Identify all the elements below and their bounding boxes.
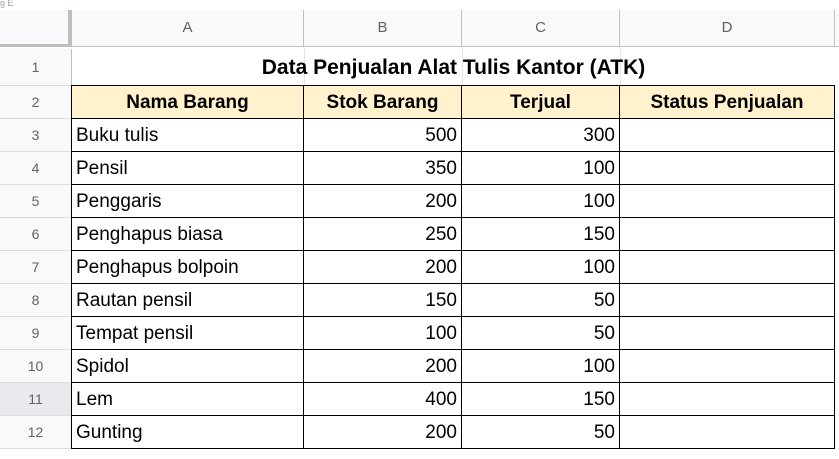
row-header-12[interactable]: 12 <box>0 416 72 449</box>
cell-b8[interactable]: 150 <box>304 284 462 317</box>
cell-c5[interactable]: 100 <box>462 185 620 218</box>
cell-d10[interactable] <box>620 350 835 383</box>
column-header-c[interactable]: C <box>462 10 620 46</box>
row-header-10[interactable]: 10 <box>0 350 72 383</box>
row-header-2[interactable]: 2 <box>0 86 72 119</box>
cell-b11[interactable]: 400 <box>304 383 462 416</box>
cell-b6[interactable]: 250 <box>304 218 462 251</box>
table-left-border <box>71 85 72 449</box>
row-header-8[interactable]: 8 <box>0 284 72 317</box>
cell-a3[interactable]: Buku tulis <box>72 119 304 152</box>
gridline <box>620 49 621 85</box>
cell-a6[interactable]: Penghapus biasa <box>72 218 304 251</box>
cell-d12[interactable] <box>620 416 835 449</box>
gridline <box>462 49 463 85</box>
cell-c7[interactable]: 100 <box>462 251 620 284</box>
cell-a10[interactable]: Spidol <box>72 350 304 383</box>
cell-a4[interactable]: Pensil <box>72 152 304 185</box>
cell-b4[interactable]: 350 <box>304 152 462 185</box>
cell-d11[interactable] <box>620 383 835 416</box>
cell-d4[interactable] <box>620 152 835 185</box>
gridline <box>304 49 305 85</box>
column-title-4[interactable]: Status Penjualan <box>620 86 835 119</box>
column-title-3[interactable]: Terjual <box>462 86 620 119</box>
cell-c11[interactable]: 150 <box>462 383 620 416</box>
cell-a7[interactable]: Penghapus bolpoin <box>72 251 304 284</box>
cell-c3[interactable]: 300 <box>462 119 620 152</box>
cell-b9[interactable]: 100 <box>304 317 462 350</box>
cell-d3[interactable] <box>620 119 835 152</box>
table-top-border <box>72 85 834 86</box>
cell-d6[interactable] <box>620 218 835 251</box>
column-title-1[interactable]: Nama Barang <box>72 86 304 119</box>
cell-d7[interactable] <box>620 251 835 284</box>
select-all-corner[interactable] <box>0 10 72 47</box>
cell-a5[interactable]: Penggaris <box>72 185 304 218</box>
toolbar-remnant: g Е <box>0 0 839 10</box>
cell-c6[interactable]: 150 <box>462 218 620 251</box>
row-header-5[interactable]: 5 <box>0 185 72 218</box>
row-header-9[interactable]: 9 <box>0 317 72 350</box>
cell-c12[interactable]: 50 <box>462 416 620 449</box>
cell-a8[interactable]: Rautan pensil <box>72 284 304 317</box>
cell-d8[interactable] <box>620 284 835 317</box>
row-header-11[interactable]: 11 <box>0 383 72 416</box>
row-header-7[interactable]: 7 <box>0 251 72 284</box>
cell-c8[interactable]: 50 <box>462 284 620 317</box>
column-header-b[interactable]: B <box>304 10 462 46</box>
cell-c4[interactable]: 100 <box>462 152 620 185</box>
cell-b12[interactable]: 200 <box>304 416 462 449</box>
cell-d5[interactable] <box>620 185 835 218</box>
column-header-a[interactable]: A <box>72 10 304 46</box>
row-header-1[interactable]: 1 <box>0 49 72 86</box>
cell-a9[interactable]: Tempat pensil <box>72 317 304 350</box>
cell-a11[interactable]: Lem <box>72 383 304 416</box>
column-header-d[interactable]: D <box>620 10 835 46</box>
sheet-title[interactable]: Data Penjualan Alat Tulis Kantor (ATK) <box>72 49 835 86</box>
column-header-bar <box>0 10 839 47</box>
cell-c10[interactable]: 100 <box>462 350 620 383</box>
cell-b3[interactable]: 500 <box>304 119 462 152</box>
cell-b7[interactable]: 200 <box>304 251 462 284</box>
toolbar-scrap-text: g Е <box>0 0 14 8</box>
row-header-3[interactable]: 3 <box>0 119 72 152</box>
cell-b5[interactable]: 200 <box>304 185 462 218</box>
cell-d9[interactable] <box>620 317 835 350</box>
cell-c9[interactable]: 50 <box>462 317 620 350</box>
row-header-4[interactable]: 4 <box>0 152 72 185</box>
row-header-6[interactable]: 6 <box>0 218 72 251</box>
cell-b10[interactable]: 200 <box>304 350 462 383</box>
cell-a12[interactable]: Gunting <box>72 416 304 449</box>
column-title-2[interactable]: Stok Barang <box>304 86 462 119</box>
